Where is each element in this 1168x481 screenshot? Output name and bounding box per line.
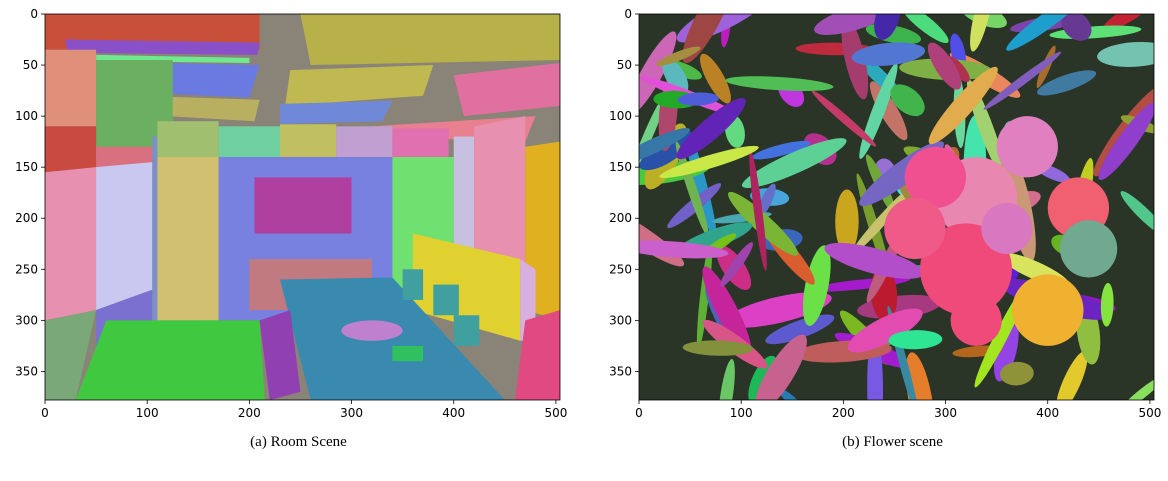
y-tick-label: 0	[30, 7, 38, 21]
x-tick-label: 300	[934, 406, 957, 420]
room-image	[45, 14, 560, 400]
x-tick-label: 400	[1036, 406, 1059, 420]
y-tick-label: 300	[609, 313, 632, 327]
y-tick-label: 150	[609, 160, 632, 174]
caption: (b) Flower scene	[842, 434, 943, 450]
figure: 0100200300400500050100150200250300350(a)…	[0, 0, 1168, 477]
y-tick-label: 200	[609, 211, 632, 225]
x-tick-label: 0	[41, 406, 49, 420]
x-tick-label: 400	[442, 406, 465, 420]
y-tick-label: 350	[609, 364, 632, 378]
x-tick-label: 500	[1138, 406, 1161, 420]
x-tick-label: 100	[730, 406, 753, 420]
y-tick-label: 150	[15, 160, 38, 174]
y-tick-label: 200	[15, 211, 38, 225]
y-tick-label: 50	[617, 58, 632, 72]
y-tick-label: 50	[23, 58, 38, 72]
y-tick-label: 300	[15, 313, 38, 327]
x-tick-label: 300	[340, 406, 363, 420]
y-tick-label: 100	[15, 109, 38, 123]
y-tick-label: 100	[609, 109, 632, 123]
y-tick-label: 350	[15, 364, 38, 378]
x-tick-label: 200	[832, 406, 855, 420]
caption: (a) Room Scene	[250, 434, 347, 450]
y-tick-label: 0	[624, 7, 632, 21]
y-tick-label: 250	[609, 262, 632, 276]
x-tick-label: 500	[544, 406, 567, 420]
x-tick-label: 100	[136, 406, 159, 420]
y-tick-label: 250	[15, 262, 38, 276]
x-tick-label: 0	[635, 406, 643, 420]
flower-image	[594, 0, 1168, 443]
x-tick-label: 200	[238, 406, 261, 420]
